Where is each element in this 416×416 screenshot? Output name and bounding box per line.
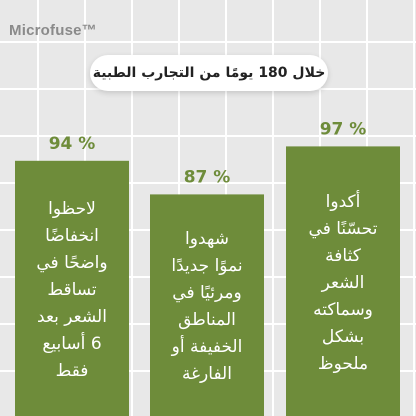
value-label-2: 87 % <box>184 167 231 187</box>
bar-label-line: شهدوا <box>185 229 229 250</box>
bar-label-line: الخفيفة أو <box>171 337 243 358</box>
chart-subtitle: خلال 180 يومًا من التجارب الطبية <box>90 55 328 91</box>
bar-label-line: نموًا جديدًا <box>171 256 243 277</box>
value-label-1: 94 % <box>49 134 96 154</box>
bar-label-line: الشعر بعد <box>37 306 107 327</box>
bar-label-line: 6 أسابيع <box>42 333 102 354</box>
bar-label-1: لاحظوا انخفاضًا واضحًا في تساقط الشعر بعد 6 أ… <box>15 196 129 385</box>
value-label-3: 97 % <box>320 119 367 139</box>
bar-label-line: تحسّنًا في <box>308 218 378 239</box>
bar-label-line: الفارغة <box>182 364 232 385</box>
bar-label-line: فقط <box>55 360 89 381</box>
bar-3 <box>286 146 400 416</box>
bar-label-line: كثافة <box>325 245 361 266</box>
bar-label-line: بشكل <box>321 326 365 347</box>
bar-label-2: شهدوا نموًا جديدًا ومرئيًا في المناطق الخفيف… <box>150 226 264 388</box>
bar-label-line: ملحوظ <box>317 353 369 374</box>
bar-label-line: انخفاضًا <box>45 225 99 246</box>
bar-2 <box>150 194 264 416</box>
brand-logo: Microfuse™ <box>9 22 97 39</box>
bar-label-line: ومرئيًا في <box>172 283 242 304</box>
bar-label-line: الشعر <box>321 272 365 293</box>
bar-label-3: أكدوا تحسّنًا في كثافة الشعر وسماكته بشكل ملحو… <box>286 189 400 378</box>
bar-label-line: واضحًا في <box>36 252 108 273</box>
bar-label-line: تساقط <box>47 279 97 300</box>
bar-label-line: أكدوا <box>325 191 361 212</box>
bar-label-line: المناطق <box>178 310 236 331</box>
bar-label-line: وسماكته <box>313 299 373 320</box>
bar-label-line: لاحظوا <box>48 198 96 219</box>
bar-1 <box>15 160 129 416</box>
